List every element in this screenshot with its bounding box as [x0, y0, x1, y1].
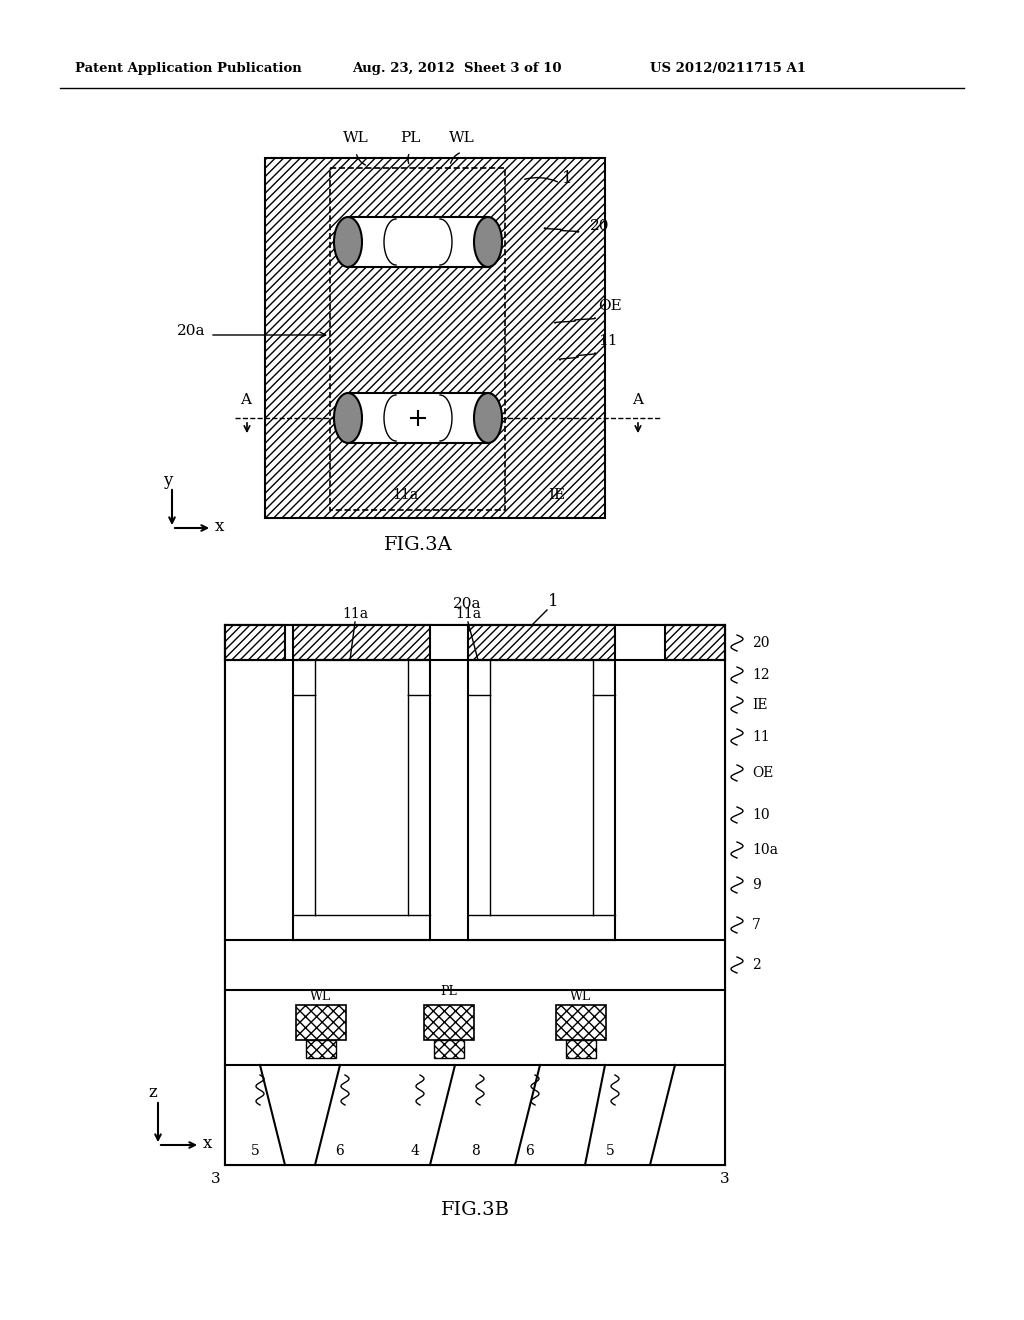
- Bar: [348, 216, 488, 267]
- Text: 5: 5: [251, 1144, 259, 1158]
- Bar: [490, 696, 593, 915]
- Text: 20: 20: [590, 219, 609, 234]
- Text: WL: WL: [450, 131, 475, 145]
- Text: 10: 10: [752, 808, 770, 822]
- Text: WL: WL: [570, 990, 592, 1003]
- Bar: [566, 1040, 596, 1059]
- Text: PL: PL: [440, 985, 458, 998]
- Bar: [468, 660, 615, 940]
- Bar: [665, 624, 725, 660]
- Text: z: z: [148, 1084, 157, 1101]
- Text: PL: PL: [399, 131, 420, 145]
- Text: 10a: 10a: [752, 843, 778, 857]
- Text: IE: IE: [752, 698, 768, 711]
- Text: 20a: 20a: [176, 323, 205, 338]
- Text: 6: 6: [336, 1144, 344, 1158]
- Bar: [468, 624, 615, 660]
- Bar: [348, 393, 488, 444]
- Bar: [225, 624, 725, 940]
- Bar: [593, 696, 615, 940]
- Text: 20: 20: [752, 636, 769, 649]
- Text: 6: 6: [525, 1144, 535, 1158]
- Ellipse shape: [334, 393, 362, 444]
- Bar: [556, 1005, 606, 1040]
- Text: Aug. 23, 2012  Sheet 3 of 10: Aug. 23, 2012 Sheet 3 of 10: [352, 62, 561, 75]
- Text: WL: WL: [310, 990, 332, 1003]
- Text: OE: OE: [752, 766, 773, 780]
- Bar: [225, 1065, 725, 1166]
- Bar: [306, 1040, 336, 1059]
- Bar: [265, 158, 605, 517]
- Bar: [225, 990, 725, 1065]
- Text: OE: OE: [598, 300, 622, 313]
- Text: 7: 7: [752, 917, 761, 932]
- Ellipse shape: [334, 216, 362, 267]
- Bar: [315, 696, 408, 915]
- Bar: [408, 696, 430, 940]
- Bar: [468, 696, 490, 940]
- Ellipse shape: [474, 216, 502, 267]
- Text: 11: 11: [752, 730, 770, 744]
- Text: 5: 5: [605, 1144, 614, 1158]
- Text: 3: 3: [211, 1172, 220, 1185]
- Text: 2: 2: [752, 958, 761, 972]
- Text: 8: 8: [471, 1144, 479, 1158]
- Text: x: x: [203, 1135, 212, 1152]
- Text: 11a: 11a: [455, 607, 481, 620]
- Text: 4: 4: [411, 1144, 420, 1158]
- Bar: [293, 660, 430, 940]
- Text: 20a: 20a: [453, 597, 481, 611]
- Text: 1: 1: [562, 170, 572, 187]
- Text: 11a: 11a: [392, 488, 418, 502]
- Text: A: A: [632, 393, 643, 407]
- Text: 1: 1: [548, 593, 559, 610]
- Text: 11: 11: [598, 334, 617, 348]
- Text: US 2012/0211715 A1: US 2012/0211715 A1: [650, 62, 806, 75]
- Bar: [293, 624, 430, 660]
- Text: 9: 9: [752, 878, 761, 892]
- Text: y: y: [163, 473, 172, 488]
- Bar: [225, 940, 725, 990]
- Bar: [225, 624, 285, 660]
- Text: 3: 3: [720, 1172, 730, 1185]
- Text: Patent Application Publication: Patent Application Publication: [75, 62, 302, 75]
- Bar: [296, 1005, 346, 1040]
- Text: FIG.3A: FIG.3A: [384, 536, 453, 554]
- Ellipse shape: [474, 393, 502, 444]
- Bar: [293, 696, 315, 940]
- Text: A: A: [240, 393, 251, 407]
- Bar: [434, 1040, 464, 1059]
- Text: 12: 12: [752, 668, 770, 682]
- Text: FIG.3B: FIG.3B: [440, 1201, 510, 1218]
- Bar: [468, 915, 615, 940]
- Text: x: x: [215, 517, 224, 535]
- Text: WL: WL: [343, 131, 369, 145]
- Bar: [424, 1005, 474, 1040]
- Text: IE: IE: [548, 488, 565, 502]
- Bar: [293, 915, 430, 940]
- Bar: [330, 168, 505, 510]
- Bar: [225, 624, 725, 1166]
- Text: 11a: 11a: [342, 607, 368, 620]
